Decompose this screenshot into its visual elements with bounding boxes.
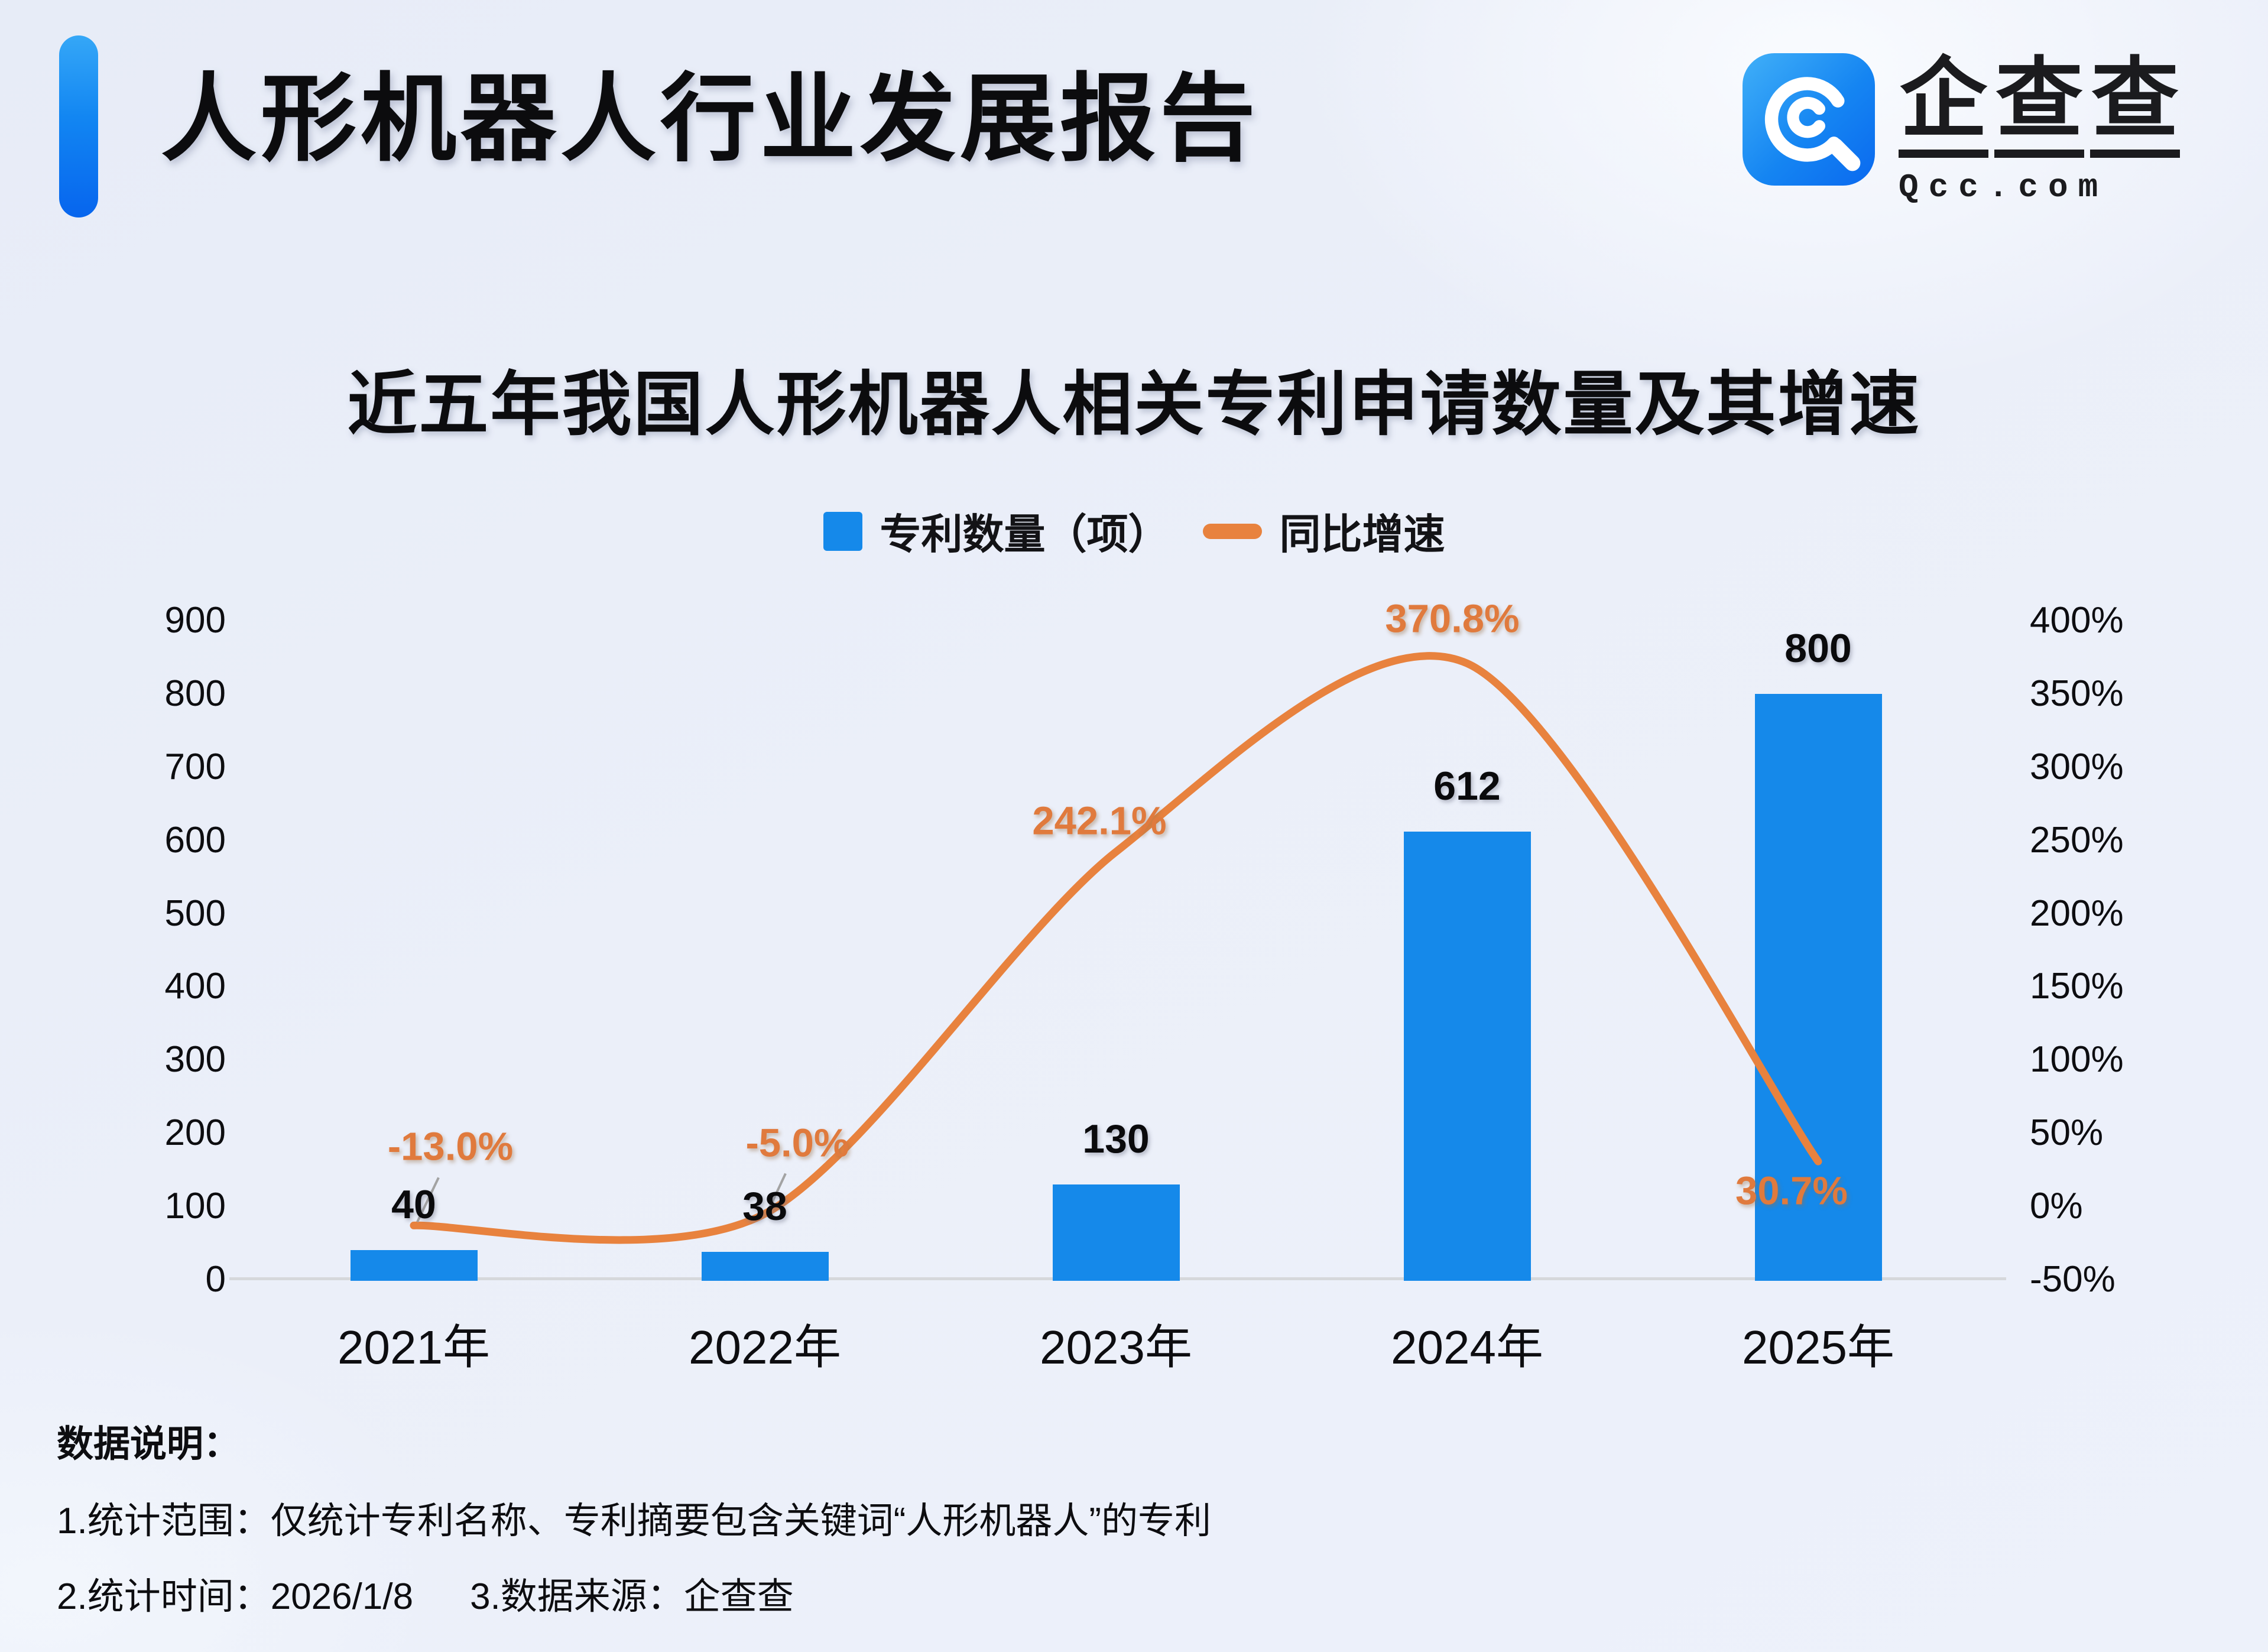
bar-value-label: 130 (1082, 1116, 1150, 1161)
right-axis-tick: 150% (2030, 966, 2124, 1007)
legend-label-growth: 同比增速 (1279, 511, 1445, 557)
bar-value-label: 38 (742, 1183, 787, 1229)
left-axis-tick: 0 (205, 1259, 226, 1300)
brand-name: 企 查 查 (1899, 53, 2186, 158)
left-axis-tick: 200 (164, 1112, 226, 1154)
x-axis-label: 2021年 (338, 1321, 490, 1374)
left-axis-tick: 800 (164, 673, 226, 714)
right-axis-tick: 300% (2030, 746, 2124, 787)
footer-note-2-source: 3.数据来源：企查查 (470, 1576, 794, 1617)
footer-note-2: 2.统计时间：2026/1/8 3.数据来源：企查查 (57, 1570, 1211, 1624)
right-axis-tick: 200% (2030, 892, 2124, 934)
legend-label-patents: 专利数量（项） (880, 511, 1170, 557)
page-title: 人形机器人行业发展报告 (161, 66, 1260, 173)
footer-notes: 数据说明： 1.统计范围：仅统计专利名称、专利摘要包含关键词“人形机器人”的专利… (57, 1417, 1211, 1624)
footer-note-2-time: 2.统计时间：2026/1/8 (57, 1576, 414, 1617)
bar-2022年 (701, 1251, 829, 1281)
legend-item-patents: 专利数量（项） (823, 501, 1170, 561)
left-axis-tick: 700 (164, 746, 226, 787)
right-axis-tick: -50% (2030, 1259, 2115, 1300)
qcc-logo: 企 查 查 Qcc.com (1743, 53, 2186, 206)
chart-legend: 专利数量（项） 同比增速 (0, 501, 2268, 561)
qcc-logo-tile (1743, 53, 1875, 186)
left-axis-tick: 500 (164, 892, 226, 934)
footer-note-1: 1.统计范围：仅统计专利名称、专利摘要包含关键词“人形机器人”的专利 (57, 1501, 1212, 1541)
bar-value-label: 800 (1784, 625, 1852, 671)
left-axis-tick: 100 (164, 1186, 226, 1227)
x-axis-label: 2025年 (1742, 1321, 1894, 1374)
bar-2023年 (1052, 1184, 1180, 1281)
line-series-swatch-icon (1202, 523, 1262, 539)
title-accent-bar (59, 35, 98, 218)
right-axis-tick: 250% (2030, 819, 2124, 861)
right-axis-tick: 50% (2030, 1112, 2104, 1154)
growth-pct-label: 30.7% (1735, 1169, 1848, 1213)
right-axis-tick: 400% (2030, 600, 2124, 641)
qcc-logo-text: 企 查 查 Qcc.com (1899, 53, 2186, 206)
growth-pct-label: 242.1% (1032, 799, 1167, 843)
left-axis-tick: 600 (164, 819, 226, 861)
qcc-q-magnifier-icon (1764, 77, 1861, 171)
left-axis-tick: 900 (164, 600, 226, 641)
x-axis-label: 2022年 (689, 1321, 841, 1374)
bar-value-label: 40 (391, 1182, 436, 1228)
chart-title: 近五年我国人形机器人相关专利申请数量及其增速 (347, 366, 1921, 444)
brand-char: 企 (1899, 53, 1988, 158)
x-axis-label: 2024年 (1391, 1321, 1543, 1374)
brand-char: 查 (1994, 53, 2084, 158)
x-axis-label: 2023年 (1040, 1321, 1192, 1374)
bar-2024年 (1403, 831, 1531, 1281)
bar-2021年 (350, 1250, 478, 1281)
bar-series-swatch-icon (823, 511, 862, 551)
brand-domain: Qcc.com (1899, 168, 2108, 207)
bar-value-label: 612 (1433, 763, 1501, 809)
growth-pct-label: -5.0% (745, 1121, 849, 1165)
legend-item-growth: 同比增速 (1202, 501, 1445, 561)
left-axis-tick: 400 (164, 966, 226, 1007)
growth-pct-label: 370.8% (1385, 596, 1520, 641)
brand-char: 查 (2090, 53, 2180, 158)
right-axis-tick: 0% (2030, 1186, 2083, 1227)
footer-heading: 数据说明： (57, 1424, 241, 1465)
right-axis-tick: 350% (2030, 673, 2124, 714)
left-axis-tick: 300 (164, 1039, 226, 1080)
growth-pct-label: -13.0% (387, 1124, 514, 1169)
right-axis-tick: 100% (2030, 1039, 2124, 1080)
